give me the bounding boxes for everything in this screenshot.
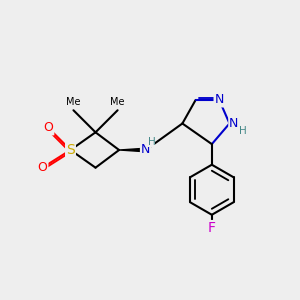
Text: O: O (38, 161, 47, 174)
Text: H: H (148, 137, 155, 147)
Text: H: H (239, 126, 247, 136)
Text: S: S (66, 143, 75, 157)
Text: Me: Me (110, 97, 125, 107)
Text: Me: Me (66, 97, 81, 107)
Text: N: N (229, 117, 239, 130)
Text: N: N (214, 93, 224, 106)
Text: O: O (44, 122, 53, 134)
Text: F: F (208, 221, 216, 235)
Text: N: N (141, 143, 150, 157)
Polygon shape (119, 148, 146, 152)
